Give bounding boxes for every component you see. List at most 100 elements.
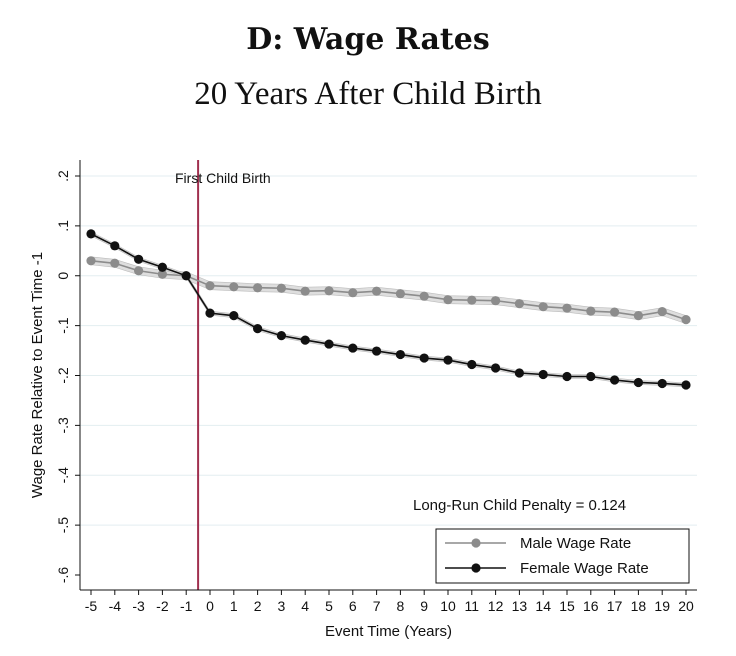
data-series xyxy=(86,229,691,390)
data-point xyxy=(253,283,263,293)
y-tick-label: -.3 xyxy=(55,417,71,434)
x-tick-label: 7 xyxy=(373,598,381,614)
data-point xyxy=(586,371,596,382)
x-tick-label: 13 xyxy=(512,598,528,614)
y-tick-label: -.2 xyxy=(55,367,71,384)
data-point xyxy=(348,343,358,353)
x-tick-label: 11 xyxy=(465,598,480,614)
x-tick-label: -1 xyxy=(180,598,193,614)
data-point xyxy=(610,375,620,385)
legend-box xyxy=(435,528,690,584)
data-point xyxy=(110,241,120,251)
confidence-bands xyxy=(90,231,687,388)
data-point xyxy=(514,368,525,378)
x-tick-label: 4 xyxy=(301,598,309,614)
data-point xyxy=(372,286,382,296)
x-tick-label: 6 xyxy=(349,598,357,614)
data-point xyxy=(205,308,215,318)
x-tick-label: 18 xyxy=(631,598,647,614)
data-point xyxy=(157,269,167,279)
data-point xyxy=(395,349,405,360)
data-point xyxy=(419,353,429,363)
legend-swatch-marker xyxy=(471,563,481,573)
data-point xyxy=(348,288,358,298)
data-point xyxy=(562,371,572,382)
event-line-label: First Child Birth xyxy=(175,170,271,186)
y-tick-label: -.4 xyxy=(55,467,71,484)
data-point xyxy=(324,339,334,349)
data-point xyxy=(467,359,477,370)
x-tick-label: -2 xyxy=(156,598,169,614)
event-marker: First Child Birth xyxy=(175,160,271,590)
x-tick-label: 12 xyxy=(488,598,504,614)
data-point xyxy=(681,380,691,390)
data-point xyxy=(633,311,644,321)
x-tick-label: -4 xyxy=(109,598,122,614)
data-point xyxy=(157,262,167,272)
x-axis-label: Event Time (Years) xyxy=(325,623,452,640)
x-tick-label: 2 xyxy=(254,598,262,614)
x-tick-label: 8 xyxy=(397,598,405,614)
legend-label: Female Wage Rate xyxy=(520,560,649,577)
data-point xyxy=(86,256,96,266)
x-tick-label: 3 xyxy=(278,598,286,614)
grid-lines xyxy=(80,175,697,526)
data-point xyxy=(538,369,548,380)
x-tick-label: 0 xyxy=(206,598,214,614)
x-tick-label: -5 xyxy=(85,598,98,614)
data-point xyxy=(610,307,620,317)
x-tick-label: 10 xyxy=(440,598,456,614)
data-point xyxy=(633,377,644,388)
data-point xyxy=(443,355,453,365)
data-point xyxy=(181,271,191,281)
data-point xyxy=(229,282,239,292)
x-tick-label: 20 xyxy=(678,598,694,614)
confidence-band xyxy=(90,256,687,325)
x-tick-label: 14 xyxy=(535,598,551,614)
data-point xyxy=(134,266,144,276)
y-tick-label: -.6 xyxy=(55,567,71,584)
data-point xyxy=(395,289,405,299)
legend-swatch-marker xyxy=(471,538,481,548)
x-tick-label: 17 xyxy=(607,598,623,614)
data-point xyxy=(514,299,525,309)
data-point xyxy=(229,311,239,321)
data-point xyxy=(276,283,286,293)
y-tick-label: -.1 xyxy=(55,317,71,334)
data-point xyxy=(586,306,596,316)
legend: Long-Run Child Penalty = 0.124 Male Wage … xyxy=(413,497,690,584)
data-point xyxy=(467,295,477,305)
x-tick-label: 5 xyxy=(325,598,333,614)
data-point xyxy=(134,254,144,264)
data-point xyxy=(657,378,667,389)
data-point xyxy=(205,281,215,291)
data-point xyxy=(300,335,310,345)
y-tick-label: 0 xyxy=(55,272,71,280)
data-point xyxy=(110,258,120,268)
data-point xyxy=(491,296,501,306)
data-point xyxy=(253,324,263,334)
x-tick-label: 19 xyxy=(654,598,670,614)
y-axis-label: Wage Rate Relative to Event Time -1 xyxy=(29,252,46,498)
data-point xyxy=(562,303,572,313)
legend-label: Male Wage Rate xyxy=(520,535,631,552)
x-tick-label: -3 xyxy=(132,598,145,614)
data-point xyxy=(372,346,382,356)
data-point xyxy=(443,295,453,305)
data-point xyxy=(276,331,286,341)
data-point xyxy=(86,229,96,239)
x-tick-label: 1 xyxy=(230,598,238,614)
y-tick-label: .1 xyxy=(55,220,71,232)
y-tick-label: .2 xyxy=(55,170,71,182)
data-point xyxy=(657,307,667,317)
data-point xyxy=(538,302,548,312)
data-point xyxy=(681,315,691,325)
chart-subtitle: 20 Years After Child Birth xyxy=(194,76,542,112)
data-point xyxy=(491,363,501,373)
data-point xyxy=(300,286,310,296)
x-tick-label: 9 xyxy=(420,598,428,614)
penalty-annotation: Long-Run Child Penalty = 0.124 xyxy=(413,497,626,514)
data-point xyxy=(419,291,429,301)
x-tick-label: 16 xyxy=(583,598,599,614)
